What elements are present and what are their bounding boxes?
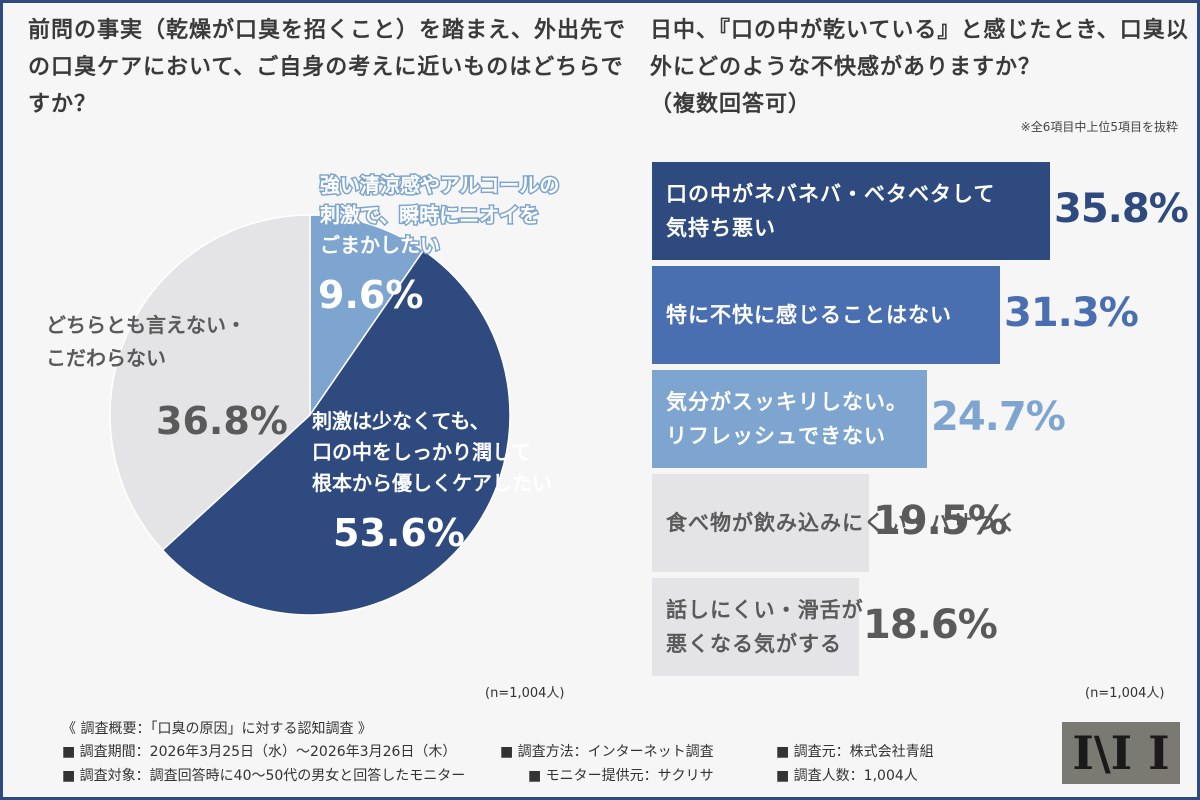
- pie-slice2-label-line3: 根本から優しくケアしたい: [312, 471, 552, 495]
- bar-label-5-line-1: 話しにくい・滑舌が: [666, 598, 864, 622]
- bar-label-2: 特に不快に感じることはない: [666, 298, 952, 332]
- right-sample-size: (n=1,004人): [1085, 686, 1165, 701]
- bar-5: [652, 578, 859, 676]
- footer-heading: 《 調査概要：「口臭の原因」に対する認知調査 》: [62, 721, 372, 737]
- bar-label-1-line-1: 口の中がネバネバ・ベタベタして: [666, 182, 996, 206]
- bar-label-5-line-2: 悪くなる気がする: [666, 632, 842, 656]
- pie-slice-3: [109, 214, 311, 552]
- bar-3: [652, 370, 927, 468]
- pie-chart: 強い清涼感やアルコールの 刺激で、瞬時にニオイを ごまかしたい 9.6% 刺激は…: [46, 172, 561, 616]
- bar-4: [652, 474, 869, 572]
- bar-label-2-line-1: 特に不快に感じることはない: [666, 303, 952, 327]
- left-sample-size: (n=1,004人): [485, 686, 565, 701]
- company-logo: I\I I: [1062, 722, 1180, 784]
- bar-1: [652, 162, 1050, 260]
- pie-slice1-label-line2: 刺激で、瞬時にニオイを: [320, 203, 539, 227]
- pie-slice-1: [309, 214, 425, 418]
- right-question-title: 日中、『口の中が乾いている』と感じたとき、口臭以外にどのような不快感がありますか…: [650, 12, 1190, 123]
- footer-target: ■ 調査対象：調査回答時に40〜50代の男女と回答したモニター: [62, 768, 466, 784]
- bar-label-5: 話しにくい・滑舌が 悪くなる気がする: [666, 593, 864, 661]
- bar-label-4-line-1: 食べ物が飲み込みにくい・パサつく: [666, 511, 1018, 535]
- bar-label-3-line-2: リフレッシュできない: [666, 424, 886, 448]
- bar-value-1: 35.8%: [1054, 186, 1189, 232]
- bar-value-3: 24.7%: [931, 394, 1066, 440]
- pie-slice2-label-line2: 口の中をしっかり潤して: [312, 440, 531, 464]
- pie-slice1-pct: 9.6%: [318, 273, 423, 317]
- footer-period: ■ 調査期間：2026年3月25日（水）〜2026年3月26日（木）: [62, 744, 457, 760]
- right-note: ※全6項目中上位5項目を抜粋: [1020, 120, 1178, 134]
- pie-slice1-label-line1: 強い清涼感やアルコールの: [320, 173, 559, 197]
- bar-value-2: 31.3%: [1004, 290, 1139, 336]
- pie-slice-2: [161, 249, 511, 616]
- bar-value-4: 19.5%: [873, 498, 1008, 544]
- pie-slice2-pct: 53.6%: [333, 511, 465, 555]
- bar-value-5: 18.6%: [863, 602, 998, 648]
- bar-2: [652, 266, 1000, 364]
- pie-slice1-label-line3: ごまかしたい: [320, 233, 440, 257]
- footer-count: ■ 調査人数：1,004人: [776, 768, 918, 784]
- bar-label-1-line-2: 気持ち悪い: [666, 216, 776, 240]
- footer-source: ■ 調査元：株式会社青組: [776, 744, 934, 760]
- footer-method: ■ 調査方法：インターネット調査: [500, 744, 714, 760]
- pie-slice3-pct: 36.8%: [156, 399, 288, 443]
- bar-label-3-line-1: 気分がスッキリしない。: [666, 390, 908, 414]
- right-question-subtitle: （複数回答可）: [650, 92, 812, 117]
- pie-slice3-label-line2: こだわらない: [46, 346, 166, 370]
- footer-provider: ■ モニター提供元：サクリサ: [528, 768, 714, 784]
- bar-label-3: 気分がスッキリしない。 リフレッシュできない: [666, 385, 908, 453]
- pie-slice2-label-line1: 刺激は少なくても、: [312, 409, 490, 433]
- left-question-title: 前問の事実（乾燥が口臭を招くこと）を踏まえ、外出先での口臭ケアにおいて、ご自身の…: [28, 18, 627, 117]
- right-question-text: 日中、『口の中が乾いている』と感じたとき、口臭以外にどのような不快感がありますか…: [650, 18, 1189, 80]
- bar-label-4: 食べ物が飲み込みにくい・パサつく: [666, 506, 1018, 540]
- bar-label-1: 口の中がネバネバ・ベタベタして 気持ち悪い: [666, 177, 995, 245]
- pie-slice3-label-line1: どちらとも言えない・: [46, 313, 246, 337]
